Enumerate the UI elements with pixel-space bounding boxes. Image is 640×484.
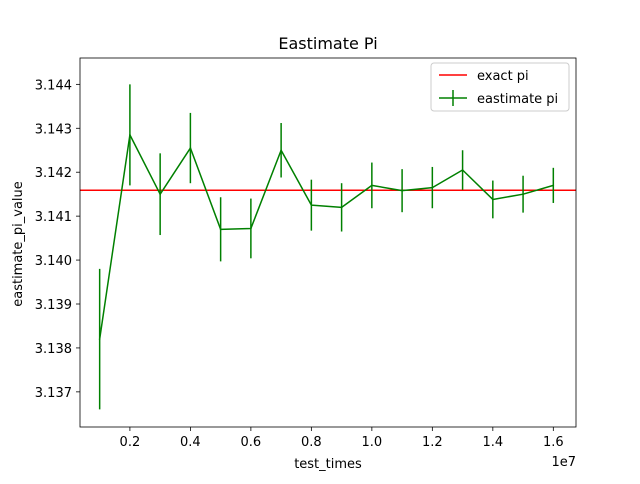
x-tick-label: 1.6 — [543, 435, 564, 450]
y-tick-label: 3.138 — [35, 342, 72, 357]
data-point — [431, 186, 434, 189]
y-tick-label: 3.142 — [35, 166, 72, 181]
y-tick-label: 3.143 — [35, 122, 72, 137]
x-offset-label: 1e7 — [551, 455, 576, 470]
y-tick-label: 3.141 — [35, 210, 72, 225]
data-point — [371, 184, 373, 187]
data-point — [129, 134, 131, 136]
y-tick-label: 3.144 — [35, 78, 72, 93]
data-point — [522, 193, 524, 195]
x-tick-label: 0.8 — [301, 435, 322, 450]
axes-frame — [79, 57, 577, 428]
legend: exact pi eastimate pi — [430, 62, 570, 112]
data-point — [159, 193, 161, 195]
data-point — [250, 227, 252, 230]
data-point — [401, 189, 403, 192]
data-point — [552, 184, 555, 187]
x-tick-label: 1.4 — [482, 435, 503, 450]
data-point — [219, 228, 222, 231]
data-point — [310, 204, 313, 206]
x-axis-label: test_times — [294, 457, 362, 472]
data-point — [98, 338, 101, 340]
x-tick-label: 0.2 — [120, 435, 141, 450]
plot-area: 0.2 0.4 0.6 0.8 1.0 1.2 1.4 1.6 3.137 3.138 3.139 3… — [35, 57, 577, 450]
x-tick-label: 0.4 — [180, 435, 201, 450]
y-tick-label: 3.137 — [35, 386, 72, 401]
data-point — [189, 147, 192, 149]
legend-label-eastimate-pi: eastimate pi — [477, 92, 558, 107]
data-point — [280, 149, 282, 152]
x-tick-label: 1.0 — [362, 435, 383, 450]
x-tick-label: 1.2 — [422, 435, 443, 450]
eastimate-pi-line — [98, 134, 554, 340]
y-tick-label: 3.139 — [35, 298, 72, 313]
data-point — [461, 169, 464, 171]
data-point — [340, 206, 343, 209]
x-tick-label: 0.6 — [241, 435, 262, 450]
y-axis-label: eastimate_pi_value — [11, 181, 26, 307]
data-point — [492, 198, 494, 201]
legend-label-exact-pi: exact pi — [477, 69, 529, 84]
chart-title: Eastimate Pi — [278, 34, 377, 53]
y-tick-label: 3.140 — [35, 254, 72, 269]
